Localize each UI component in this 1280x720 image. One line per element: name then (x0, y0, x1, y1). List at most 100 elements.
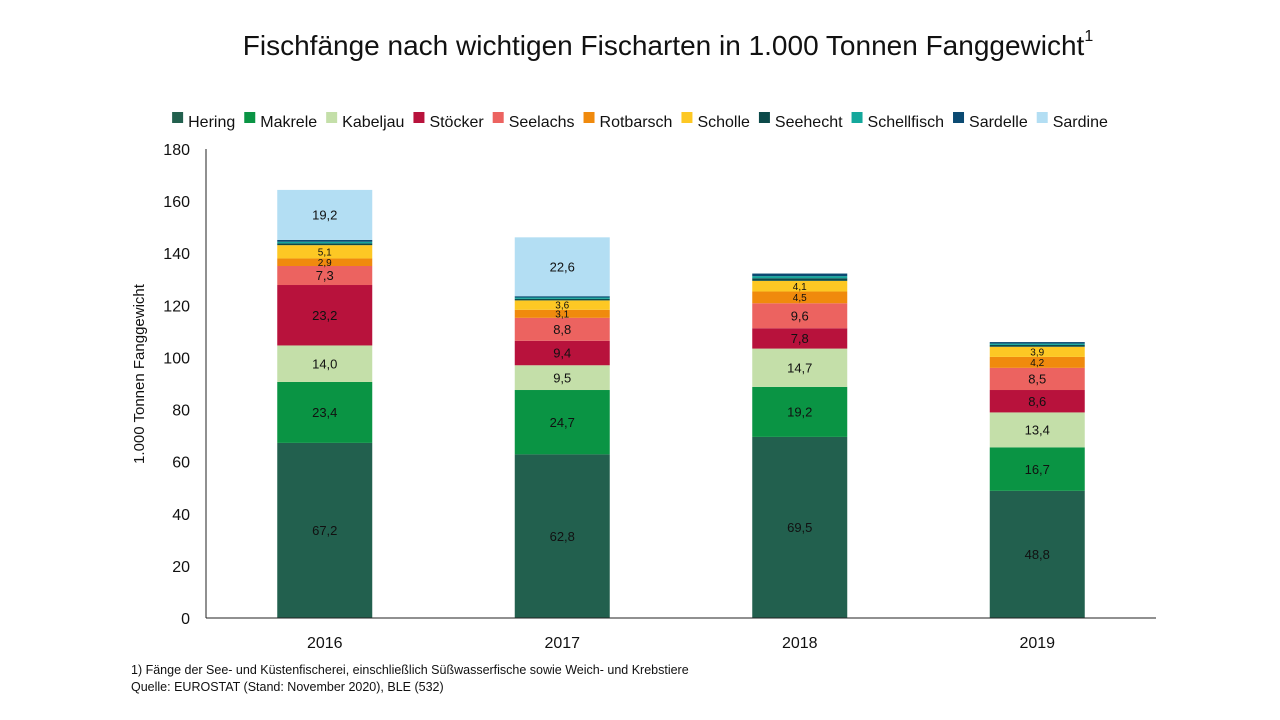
bar-segment-sardelle (277, 239, 373, 242)
data-label: 4,5 (793, 293, 807, 304)
legend-label: Seehecht (775, 114, 843, 131)
data-label: 2,9 (318, 258, 332, 269)
bar-segment-makrele (989, 447, 1085, 491)
bars: 67,2 23,4 14,0 23,2 7,32,95,1 19,2 62,8 24,7 9,5… (277, 189, 1085, 618)
bar-segment-sardine (277, 189, 373, 240)
data-label: 7,3 (316, 268, 334, 283)
legend-label: Makrele (260, 114, 317, 131)
bar-segment-seehecht (514, 298, 610, 301)
y-tick-label: 0 (181, 611, 190, 628)
legend-swatch (326, 112, 338, 123)
bar-segment-kabeljau (752, 348, 848, 387)
x-tick-label: 2017 (544, 635, 580, 652)
bar-segment-seehecht (752, 278, 848, 281)
bar-segment-schellfisch (277, 241, 373, 244)
legend-item-sardelle: Sardelle (953, 112, 1028, 131)
chart-title: Fischfänge nach wichtigen Fischarten in … (0, 28, 1280, 62)
y-tick-label: 140 (163, 246, 190, 263)
bar-segment-stöcker (752, 328, 848, 349)
bar-segment-stöcker (277, 285, 373, 346)
legend-swatch (244, 112, 256, 123)
x-tick-label: 2016 (307, 635, 343, 652)
bar-segment-schellfisch (514, 297, 610, 299)
data-label: 19,2 (787, 405, 812, 420)
bar-segment-seelachs (989, 367, 1085, 391)
bar-segment-makrele (277, 381, 373, 443)
data-label: 8,8 (553, 322, 571, 337)
y-axis-label: 1.000 Tonnen Fanggewicht (131, 283, 148, 464)
bar-segment-rotbarsch (989, 356, 1085, 368)
data-label: 23,2 (312, 308, 337, 323)
y-tick-label: 120 (163, 298, 190, 315)
footnote: 1) Fänge der See- und Küstenfischerei, e… (131, 662, 689, 696)
legend-swatch (681, 112, 693, 123)
bar-stack-2016: 67,2 23,4 14,0 23,2 7,32,95,1 19,2 (277, 189, 373, 618)
bar-segment-sardelle (752, 273, 848, 277)
bar-segment-seehecht (989, 344, 1085, 347)
legend-item-hering: Hering (172, 112, 235, 131)
data-label: 19,2 (312, 208, 337, 223)
bar-segment-scholle (989, 346, 1085, 357)
bar-segment-sardelle (514, 296, 610, 298)
x-tick-label: 2018 (782, 635, 818, 652)
bar-segment-stöcker (989, 390, 1085, 413)
legend-swatch (413, 112, 425, 123)
bar-segment-kabeljau (277, 345, 373, 382)
bar-segment-seehecht (277, 243, 373, 246)
bar-segment-seelachs (752, 303, 848, 329)
y-tick-label: 80 (172, 403, 190, 420)
y-tick-label: 160 (163, 194, 190, 211)
data-label: 23,4 (312, 405, 337, 420)
chart-title-text: Fischfänge nach wichtigen Fischarten in … (242, 30, 1085, 61)
x-tick-label: 2019 (1019, 635, 1055, 652)
y-tick-label: 100 (163, 350, 190, 367)
legend-item-stöcker: Stöcker (413, 112, 484, 131)
footnote-line-1: 1) Fänge der See- und Küstenfischerei, e… (131, 663, 689, 677)
data-label: 9,4 (553, 346, 571, 361)
legend-item-seehecht: Seehecht (758, 112, 843, 131)
bar-segment-rotbarsch (277, 258, 373, 266)
legend-label: Schellfisch (868, 114, 944, 131)
legend-item-seelachs: Seelachs (492, 112, 575, 131)
bar-segment-hering (752, 436, 848, 618)
bar-segment-stöcker (514, 340, 610, 366)
bar-stack-2019: 48,8 16,7 13,4 8,6 8,5 4,23,9 (989, 342, 1085, 618)
footnote-source: Quelle: EUROSTAT (Stand: November 2020),… (131, 680, 444, 694)
data-label: 67,2 (312, 523, 337, 538)
data-label: 9,5 (553, 370, 571, 385)
legend: Hering Makrele Kabeljau Stöcker Seelachs Rotb… (172, 112, 1108, 131)
data-label: 69,5 (787, 520, 812, 535)
legend-item-rotbarsch: Rotbarsch (583, 112, 673, 131)
bar-segment-seelachs (277, 265, 373, 286)
bar-segment-hering (989, 490, 1085, 618)
data-label: 4,1 (793, 282, 807, 293)
data-label: 14,7 (787, 360, 812, 375)
bar-segment-scholle (514, 300, 610, 310)
legend-item-makrele: Makrele (244, 112, 317, 131)
legend-label: Stöcker (429, 114, 484, 131)
bar-segment-kabeljau (514, 365, 610, 391)
legend-item-scholle: Scholle (681, 112, 750, 131)
data-label: 24,7 (550, 415, 575, 430)
data-label: 4,2 (1030, 358, 1044, 369)
y-tick-label: 40 (172, 507, 190, 524)
bar-segment-sardelle (989, 342, 1085, 344)
bar-segment-schellfisch (752, 276, 848, 279)
bar-segment-schellfisch (989, 343, 1085, 345)
bar-segment-hering (514, 454, 610, 618)
data-label: 62,8 (550, 529, 575, 544)
legend-label: Sardelle (969, 114, 1028, 131)
data-label: 3,1 (555, 309, 569, 320)
legend-label: Sardine (1053, 114, 1108, 131)
bar-segment-rotbarsch (752, 291, 848, 304)
legend-swatch (583, 112, 595, 123)
legend-label: Hering (188, 114, 235, 131)
legend-label: Rotbarsch (600, 114, 673, 131)
bar-segment-makrele (752, 386, 848, 437)
legend-swatch (758, 112, 770, 123)
x-axis: 2016 2017 2018 2019 (206, 617, 1156, 652)
data-label: 13,4 (1025, 423, 1050, 438)
bar-segment-sardine (514, 237, 610, 297)
bar-segment-seelachs (514, 317, 610, 341)
